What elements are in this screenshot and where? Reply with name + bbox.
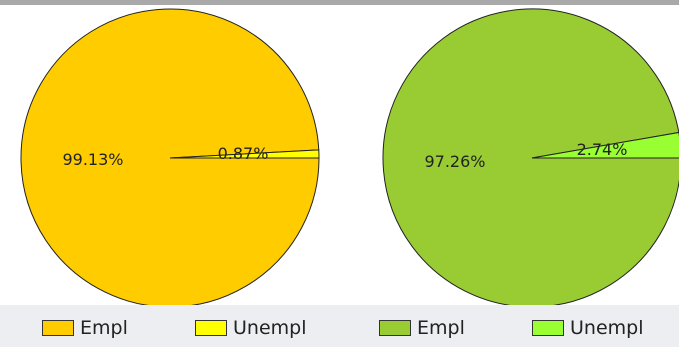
legend-band	[0, 305, 679, 347]
pie-label-right-unempl: 2.74%	[577, 140, 628, 159]
legend-label-unempl-right: Unempl	[570, 317, 644, 339]
legend-item-empl-left: Empl	[42, 316, 128, 340]
pie-slice-right-empl	[382, 8, 679, 308]
legend-swatch-unempl-right	[532, 320, 564, 336]
legend-label-empl-left: Empl	[80, 317, 128, 339]
top-border-bar	[0, 0, 679, 5]
legend-swatch-empl-left	[42, 320, 74, 336]
legend-label-empl-right: Empl	[417, 317, 465, 339]
pie-slice-left-unempl	[169, 149, 320, 159]
legend-item-unempl-left: Unempl	[195, 316, 307, 340]
legend-swatch-unempl-left	[195, 320, 227, 336]
legend-swatch-empl-right	[379, 320, 411, 336]
pie-label-right-empl: 97.26%	[424, 152, 485, 171]
legend-label-unempl-left: Unempl	[233, 317, 307, 339]
legend-item-empl-right: Empl	[379, 316, 465, 340]
pie-label-left-empl: 99.13%	[62, 150, 123, 169]
legend-item-unempl-right: Unempl	[532, 316, 644, 340]
pie-label-left-unempl: 0.87%	[218, 144, 269, 163]
